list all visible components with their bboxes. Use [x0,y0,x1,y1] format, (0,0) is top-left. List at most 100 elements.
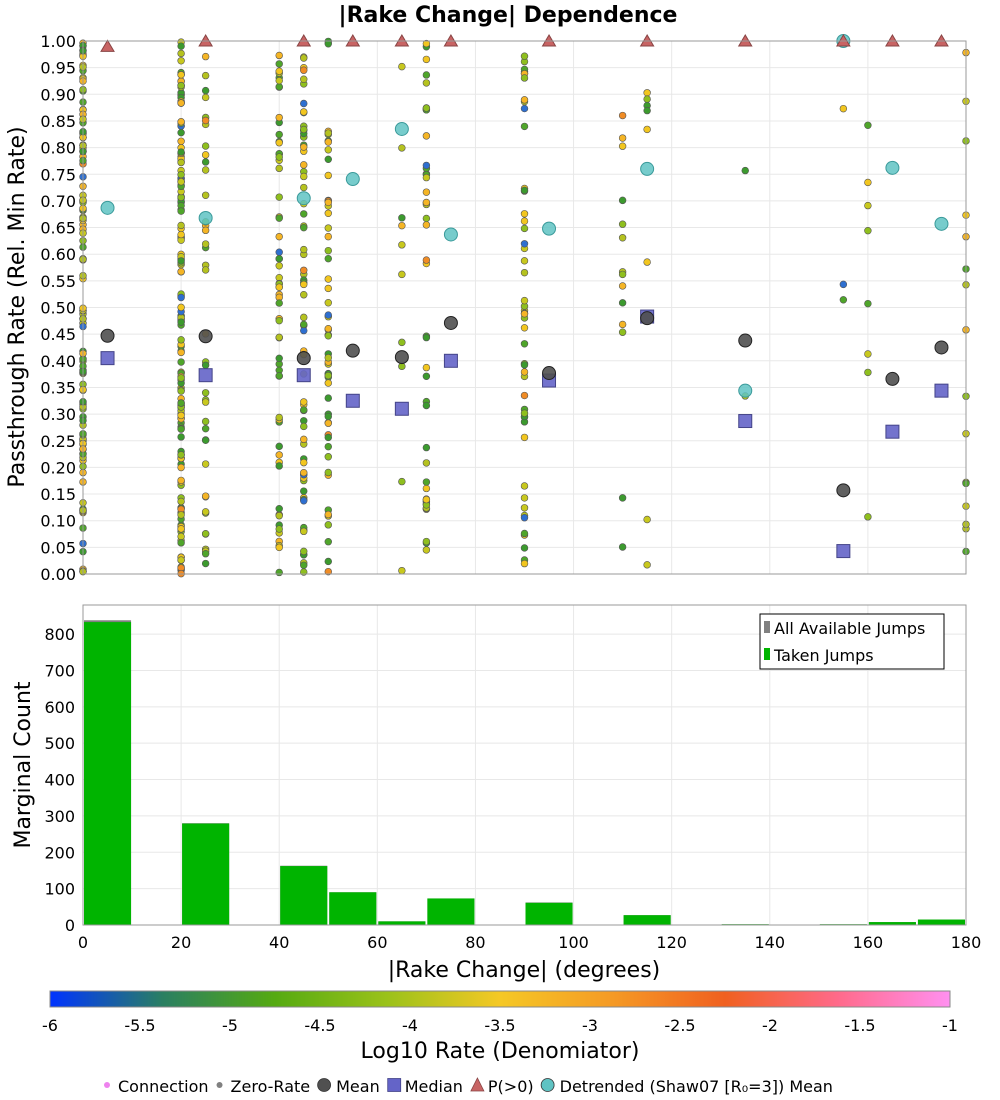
raw-point [300,487,308,495]
raw-point [275,354,283,363]
raw-point [300,326,308,335]
raw-point [618,270,627,279]
raw-point [201,266,210,274]
raw-point [324,155,332,164]
raw-point [201,191,210,199]
raw-point [201,508,210,516]
detrended-mean-point [394,121,409,136]
raw-point [520,529,529,538]
raw-point [324,433,332,442]
raw-point [422,132,431,140]
raw-point [201,52,210,61]
raw-point [324,453,332,461]
raw-point [275,232,283,241]
bottom-x-tick-label: 120 [656,933,687,952]
legend-label: Connection [118,1077,209,1096]
raw-point [201,460,210,468]
top-y-tick-label: 0.20 [40,458,76,477]
raw-point [422,333,431,342]
raw-point [398,62,406,71]
raw-point [324,198,332,207]
raw-point [177,99,185,107]
detrended-mean-point [443,227,458,242]
chart-title: |Rake Change| Dependence [339,3,678,28]
top-plot-frame [82,40,967,575]
raw-point [618,328,627,336]
raw-point [300,54,308,62]
raw-point [398,338,406,347]
mean-point [100,328,115,343]
raw-point [275,543,283,552]
raw-point [324,224,332,232]
bar-taken [868,922,916,925]
top-plot-points [79,34,970,578]
raw-point [520,391,529,400]
raw-point [422,173,431,182]
raw-point [177,476,185,485]
raw-point [275,153,283,161]
raw-point [300,280,308,289]
raw-point [618,196,627,205]
raw-point [520,217,529,225]
top-y-tick-label: 0.45 [40,325,76,344]
top-y-tick-label: 0.85 [40,112,76,131]
raw-point [839,104,848,113]
raw-point [422,188,431,196]
raw-point [520,296,529,305]
raw-point [520,559,529,568]
colorbar-tick-label: -5 [222,1016,238,1035]
raw-point [300,99,308,108]
legend-label-taken-jumps: Taken Jumps [773,646,874,665]
raw-point [275,193,283,201]
raw-point [177,511,185,519]
raw-point [177,556,185,564]
raw-point [618,111,627,120]
mean-point [394,350,409,365]
raw-point [177,128,185,137]
histogram-legend-box [759,613,945,670]
mean-point [885,371,900,386]
raw-point [201,530,210,538]
raw-point [300,143,308,151]
raw-point [398,221,406,230]
raw-point [275,248,283,256]
raw-point [177,267,185,276]
mean-point [443,315,458,330]
top-y-tick-label: 0.70 [40,192,76,211]
top-y-tick-label: 0.90 [40,85,76,104]
raw-point [643,95,651,103]
raw-point [177,463,185,472]
raw-point [177,207,185,215]
median-point [100,351,115,366]
detrended-mean-point [640,161,655,176]
raw-point [300,406,308,414]
raw-point [177,318,185,326]
raw-point [422,221,431,229]
legend-label: Mean [336,1077,380,1096]
top-y-tick-label: 0.75 [40,165,76,184]
raw-point [275,67,283,75]
raw-point [300,66,308,74]
raw-point [324,567,332,576]
raw-point [398,144,406,152]
raw-point [300,469,308,477]
raw-point [520,104,529,113]
raw-point [300,183,308,192]
raw-point [864,201,872,210]
raw-point [300,435,308,444]
raw-point [324,129,332,137]
raw-point [201,226,210,235]
raw-point [275,525,283,533]
raw-point [422,104,431,112]
raw-point [520,310,529,318]
raw-point [177,293,185,302]
top-y-tick-label: 0.95 [40,59,76,78]
raw-point [275,316,283,325]
raw-point [275,568,283,577]
raw-point [201,93,210,102]
colorbar-tick-label: -6 [42,1016,58,1035]
bottom-x-tick-label: 0 [78,933,88,952]
raw-point [300,422,308,431]
bar-taken [525,902,573,925]
